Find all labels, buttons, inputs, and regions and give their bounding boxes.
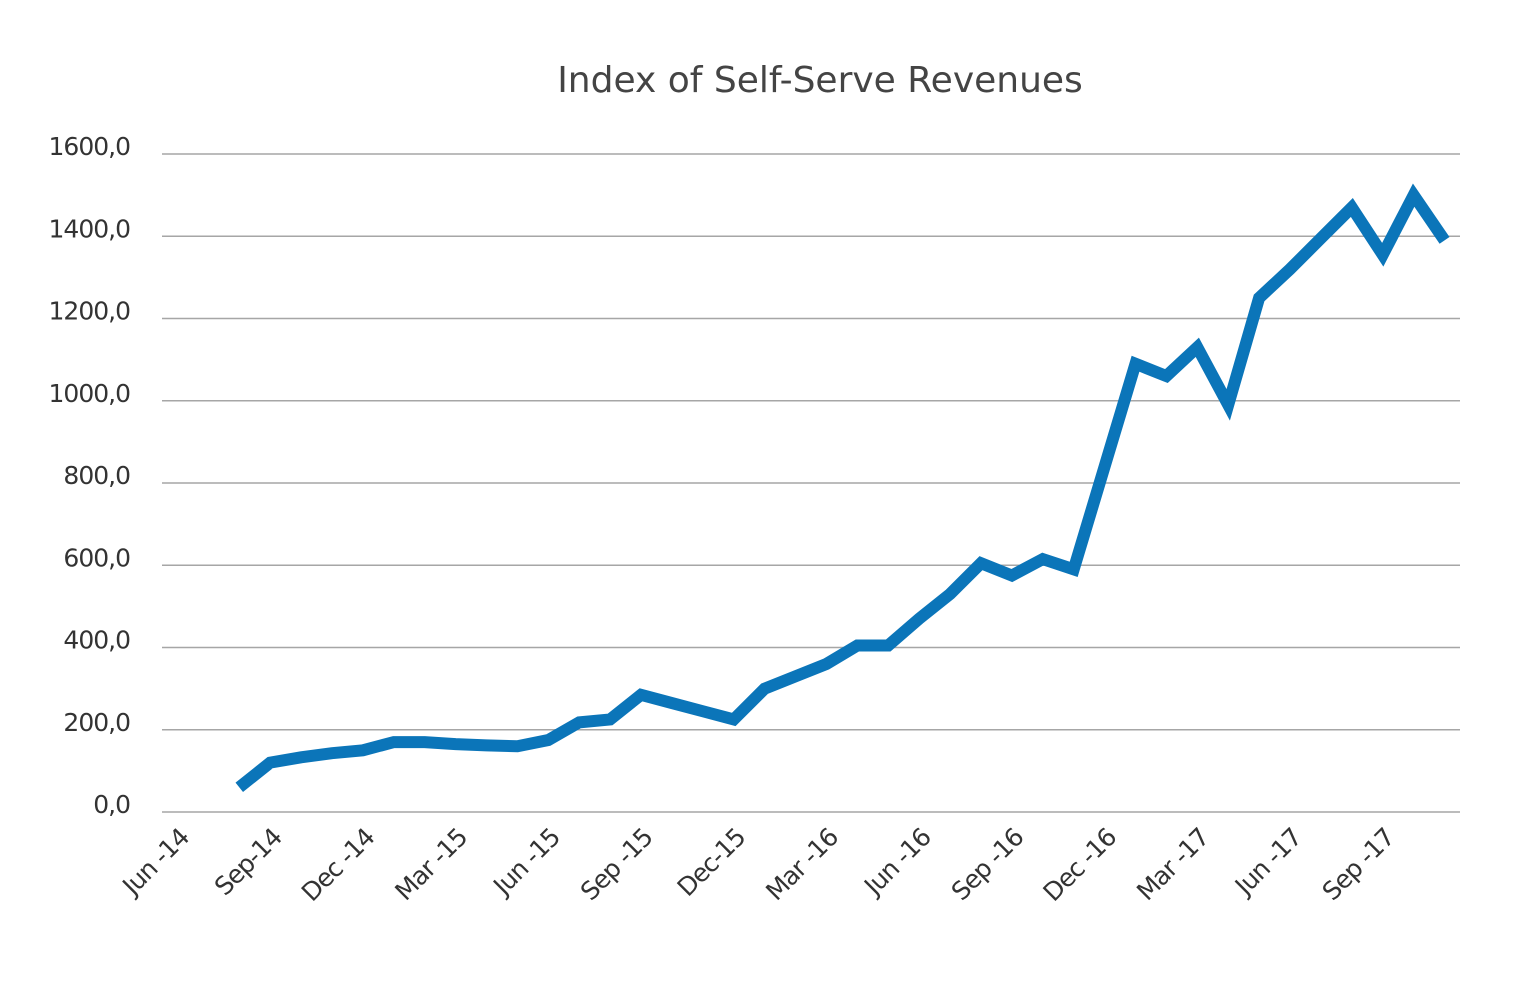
- x-tick-label: Jun -14: [116, 823, 195, 902]
- y-tick-label: 1600,0: [49, 132, 131, 161]
- x-tick-label: Sep -15: [575, 823, 658, 906]
- y-tick-label: 800,0: [63, 461, 130, 490]
- y-tick-label: 1400,0: [49, 214, 131, 243]
- x-tick-label: Mar -17: [1131, 823, 1214, 906]
- x-tick-label: Dec-15: [672, 823, 751, 902]
- x-tick-label: Jun -17: [1228, 823, 1307, 902]
- x-tick-label: Sep-14: [209, 823, 288, 902]
- chart-title: Index of Self-Serve Revenues: [557, 60, 1083, 101]
- x-tick-label: Sep -17: [1317, 823, 1400, 906]
- x-tick-label: Mar -15: [389, 823, 472, 906]
- x-tick-label: Mar -16: [760, 823, 843, 906]
- x-tick-label: Sep -16: [946, 823, 1029, 906]
- x-tick-label: Jun -16: [857, 823, 936, 902]
- y-tick-label: 0,0: [93, 790, 130, 819]
- y-tick-label: 200,0: [63, 708, 130, 737]
- y-tick-label: 1000,0: [49, 379, 131, 408]
- x-tick-label: Dec -16: [1038, 823, 1122, 907]
- y-tick-label: 1200,0: [49, 297, 131, 326]
- x-tick-label: Dec -14: [296, 823, 380, 907]
- y-tick-label: 600,0: [63, 543, 130, 572]
- y-tick-label: 400,0: [63, 626, 130, 655]
- x-tick-label: Jun -15: [486, 823, 565, 902]
- data-line: [235, 183, 1450, 793]
